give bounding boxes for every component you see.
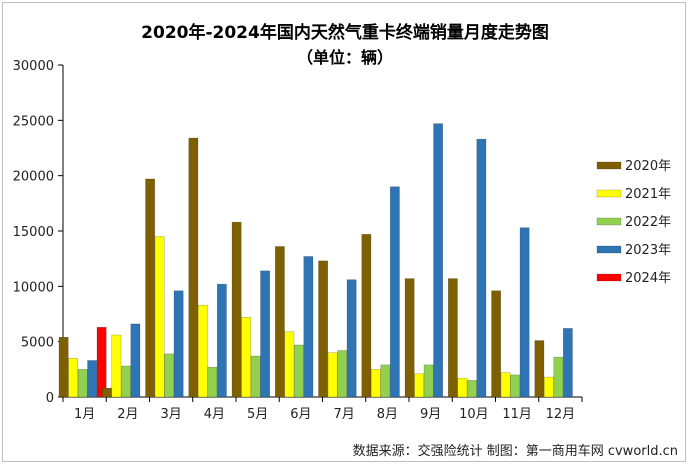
bar — [553, 356, 564, 398]
bar — [111, 334, 122, 398]
bar — [534, 340, 545, 398]
legend-label: 2020年 — [625, 159, 671, 174]
bar — [500, 372, 511, 398]
bar — [467, 380, 477, 398]
x-tick-label: 11月 — [502, 407, 532, 422]
y-tick-label: 30000 — [13, 59, 54, 74]
bar — [188, 137, 199, 398]
bar — [231, 221, 242, 398]
chart-frame — [2, 2, 686, 462]
legend-label: 2021年 — [625, 187, 671, 202]
bar — [519, 227, 530, 398]
bar — [380, 364, 391, 398]
legend-label: 2022年 — [625, 215, 671, 230]
bar — [250, 355, 261, 398]
x-tick-label: 10月 — [459, 407, 489, 422]
legend-swatch — [596, 161, 622, 170]
legend-label: 2024年 — [625, 271, 671, 286]
bar — [433, 123, 443, 398]
source-note: 数据来源：交强险统计 制图：第一商用车网 cvworld.cn — [352, 444, 678, 459]
x-tick-label: 3月 — [160, 407, 181, 422]
bar — [154, 236, 165, 398]
bar — [294, 344, 304, 398]
bar — [448, 278, 458, 398]
bar — [361, 234, 372, 398]
bar — [87, 360, 97, 398]
bar — [563, 328, 573, 398]
bar — [207, 366, 218, 398]
bar — [346, 279, 357, 398]
legend-swatch — [596, 273, 622, 282]
x-tick-label: 8月 — [377, 407, 398, 422]
bar — [404, 278, 415, 398]
bar — [68, 358, 78, 398]
y-tick-label: 5000 — [21, 336, 54, 351]
bar — [544, 376, 554, 398]
x-tick-label: 6月 — [290, 407, 311, 422]
bar — [121, 365, 131, 398]
bar — [510, 374, 520, 398]
bar — [145, 178, 155, 398]
bar — [96, 327, 107, 398]
bar — [241, 317, 251, 398]
legend-swatch — [596, 189, 622, 198]
legend-label: 2023年 — [625, 243, 671, 258]
bar — [371, 369, 381, 398]
chart-subtitle: （单位：辆） — [296, 48, 393, 67]
bar — [414, 373, 424, 398]
x-tick-label: 2月 — [117, 407, 138, 422]
bar — [198, 304, 208, 398]
bar — [77, 369, 88, 398]
bar — [303, 256, 314, 398]
bar — [260, 270, 270, 398]
bar — [423, 364, 434, 398]
x-tick-label: 1月 — [74, 407, 95, 422]
bar — [173, 290, 184, 398]
x-tick-label: 12月 — [546, 407, 576, 422]
y-tick-label: 25000 — [13, 114, 54, 129]
bar — [164, 353, 174, 398]
y-tick-label: 10000 — [13, 280, 54, 295]
bar — [275, 246, 285, 398]
x-tick-label: 7月 — [333, 407, 354, 422]
y-tick-label: 15000 — [13, 225, 54, 240]
bar — [58, 336, 69, 398]
x-tick-label: 5月 — [247, 407, 268, 422]
bar — [457, 377, 468, 398]
bar — [102, 387, 112, 398]
bar — [476, 138, 487, 398]
x-tick-label: 9月 — [420, 407, 441, 422]
bar — [284, 331, 295, 398]
bar — [491, 290, 501, 398]
y-tick-label: 0 — [46, 391, 54, 406]
x-tick-label: 4月 — [204, 407, 225, 422]
bar — [390, 186, 400, 398]
bar — [337, 350, 347, 398]
bar — [130, 323, 141, 398]
chart-title: 2020年-2024年国内天然气重卡终端销量月度走势图 — [141, 23, 549, 43]
legend-swatch — [596, 245, 622, 254]
legend-swatch — [596, 217, 622, 226]
bar — [217, 283, 227, 398]
bar — [327, 352, 338, 398]
y-tick-label: 20000 — [13, 170, 54, 185]
bar — [318, 260, 328, 398]
